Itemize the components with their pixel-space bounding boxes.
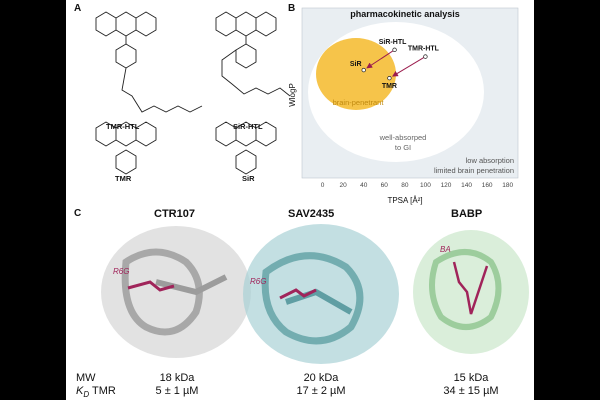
protein-structure-sav2435 [243, 224, 399, 364]
brain-zone-label: brain-penetrant [333, 98, 385, 107]
ligand-label-ctr107: R6G [113, 267, 129, 276]
pharmacokinetic-chart: pharmacokinetic analysis brain-penetrant… [288, 7, 519, 205]
ligand-label-babp: BA [440, 245, 451, 254]
protein-title-babp: BABP [451, 208, 483, 220]
point-sir-htl [392, 47, 397, 52]
mw-sav2435: 20 kDa [303, 372, 339, 384]
x-tick-label: 20 [340, 182, 348, 189]
x-tick-label: 80 [401, 182, 409, 189]
protein-title-sav2435: SAV2435 [288, 208, 335, 220]
kd-symbol: K [76, 385, 84, 397]
protein-structure-ctr107 [101, 226, 251, 358]
kd-babp: 34 ± 15 µM [443, 385, 499, 397]
arrows [366, 49, 426, 77]
point-label-sir: SiR [350, 61, 362, 68]
compound-label-tmr: TMR [115, 174, 132, 183]
x-tick-label: 40 [360, 182, 368, 189]
gi-zone-label-1: well-absorped [379, 133, 427, 142]
compound-label-sir-htl: SiR-HTL [233, 122, 263, 131]
chart-title: pharmacokinetic analysis [350, 9, 460, 19]
figure: A [66, 0, 534, 400]
low-zone-label-1: low absorption [466, 156, 514, 165]
panel-a-label: A [74, 3, 82, 14]
low-zone-label-2: limited brain penetration [434, 166, 514, 175]
x-tick-label: 0 [321, 182, 325, 189]
chemical-structures [95, 11, 291, 175]
ligand-label-sav2435: R6G [250, 277, 266, 286]
x-tick-label: 160 [482, 182, 493, 189]
brain-penetrant-zone [316, 38, 396, 110]
point-label-sir-htl: SiR-HTL [379, 39, 407, 46]
x-axis-ticks: 0 20 40 60 80 100 120 140 160 180 [321, 182, 514, 189]
point-label-tmr-htl: TMR-HTL [408, 46, 440, 53]
x-tick-label: 120 [441, 182, 452, 189]
point-sir [361, 67, 366, 73]
x-tick-label: 140 [461, 182, 472, 189]
mw-row-label: MW [76, 372, 96, 384]
panel-c-label: C [74, 208, 82, 219]
point-label-tmr: TMR [382, 83, 397, 90]
arrow-tmr-htl-to-tmr [392, 56, 426, 77]
x-tick-label: 60 [381, 182, 389, 189]
x-tick-label: 100 [420, 182, 431, 189]
x-tick-label: 180 [502, 182, 513, 189]
y-axis-label: WlogP [288, 83, 297, 107]
compound-label-sir: SiR [242, 174, 255, 183]
mw-babp: 15 kDa [453, 372, 489, 384]
protein-structures: R6G R6G BA [101, 224, 529, 364]
arrow-sir-htl-to-sir [366, 49, 395, 69]
protein-title-ctr107: CTR107 [154, 208, 195, 220]
compound-label-tmr-htl: TMR-HTL [106, 122, 140, 131]
panel-b-label: B [288, 3, 296, 14]
point-tmr-htl [423, 54, 428, 59]
x-axis-label: TPSA [Å²] [387, 196, 422, 205]
kd-row-label: KD TMR [76, 385, 116, 399]
kd-subscript: D [83, 390, 90, 400]
point-tmr [387, 76, 392, 81]
mw-ctr107: 18 kDa [159, 372, 195, 384]
gi-zone-label-2: to GI [395, 143, 411, 152]
protein-structure-babp [413, 230, 529, 354]
kd-ctr107: 5 ± 1 µM [155, 385, 199, 397]
kd-suffix: TMR [89, 385, 116, 397]
kd-sav2435: 17 ± 2 µM [296, 385, 346, 397]
